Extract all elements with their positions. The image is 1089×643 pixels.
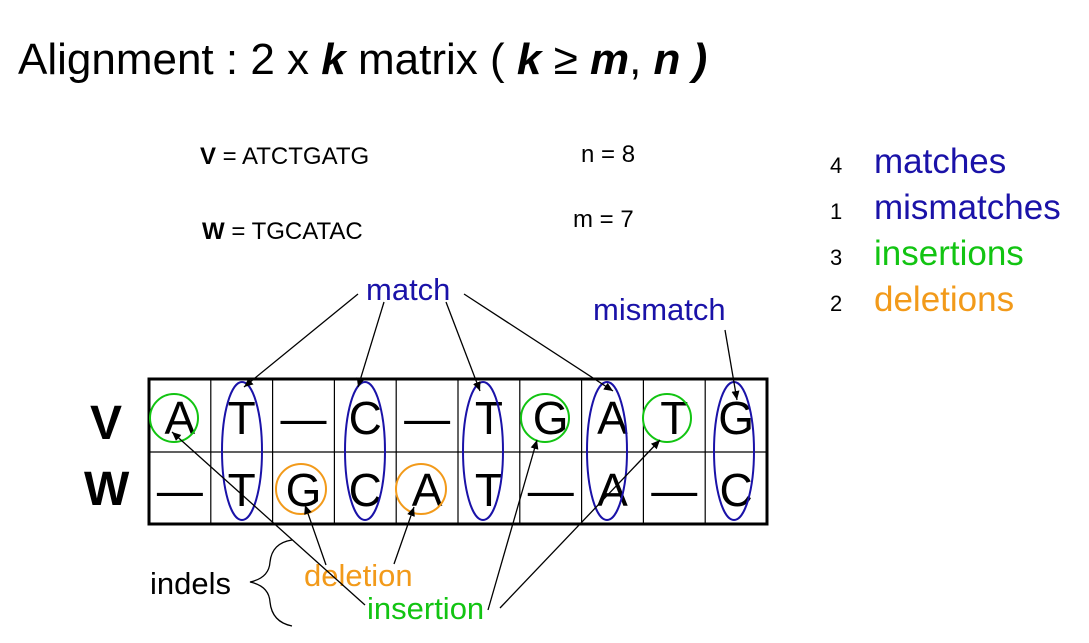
title-close: ) xyxy=(680,35,708,84)
match-ellipse-c xyxy=(344,381,386,521)
match-arrow-1 xyxy=(243,293,359,388)
stat-label: mismatches xyxy=(874,188,1061,227)
stat-count: 4 xyxy=(830,153,843,178)
v-row-cell: A xyxy=(597,392,628,444)
stat-label: insertions xyxy=(874,234,1024,273)
stat-count: 1 xyxy=(830,199,843,224)
v-seq-value: = ATCTGATG xyxy=(216,143,370,170)
deletion-arrow-2 xyxy=(393,506,415,565)
stat-mismatches: 1 mismatches xyxy=(830,188,1061,234)
w-sequence: W = TGCATAC xyxy=(202,217,363,247)
title-prefix: Alignment : 2 x xyxy=(18,35,322,84)
match-arrow-2 xyxy=(356,301,385,388)
insertion-circle-t xyxy=(642,393,692,443)
v-row-cell: C xyxy=(349,392,382,444)
insertion-circle-g xyxy=(520,393,570,443)
deletion-arrow-1 xyxy=(304,504,327,566)
v-row-cell: G xyxy=(718,392,754,444)
title-m: m xyxy=(589,35,630,84)
w-seq-name: W xyxy=(202,218,225,245)
match-ellipse-t2 xyxy=(462,381,504,521)
insertion-arrow-1 xyxy=(171,431,366,606)
v-row-cell: — xyxy=(281,392,327,444)
insertion-arrow-3 xyxy=(499,439,661,609)
stat-matches: 4 matches xyxy=(830,142,1006,188)
indels-brace xyxy=(249,539,293,627)
row-label-w: W xyxy=(84,463,130,516)
v-row-cell: T xyxy=(228,392,256,444)
title-n: n xyxy=(653,35,681,84)
w-row: —TGCAT—A—C xyxy=(157,464,753,516)
stat-label: deletions xyxy=(874,280,1015,319)
v-row-cell: T xyxy=(475,392,503,444)
stat-label: matches xyxy=(874,142,1007,181)
n-length: n = 8 xyxy=(581,141,636,168)
deletion-circle-a xyxy=(395,463,447,515)
v-row-cell: G xyxy=(533,392,569,444)
row-label-v: V xyxy=(90,397,123,450)
w-row-cell: C xyxy=(719,464,752,516)
title-comma: , xyxy=(629,35,654,84)
w-row-cell: — xyxy=(157,464,203,516)
insertion-circle-a xyxy=(149,393,199,443)
match-arrow-4 xyxy=(463,293,614,392)
stat-deletions: 2 deletions xyxy=(830,280,1014,326)
w-seq-value: = TGCATAC xyxy=(224,218,363,245)
mismatch-arrow xyxy=(724,329,740,401)
deletion-circle-g xyxy=(275,463,327,515)
match-ellipse-a xyxy=(586,381,628,521)
title-middle: matrix ( xyxy=(345,35,517,84)
v-seq-name: V xyxy=(200,143,217,170)
match-label: match xyxy=(366,272,451,307)
w-row-cell: — xyxy=(651,464,697,516)
v-row-cell: — xyxy=(404,392,450,444)
v-sequence: V = ATCTGATG xyxy=(200,142,369,172)
w-row-cell: G xyxy=(286,464,322,516)
m-length: m = 7 xyxy=(573,206,634,233)
w-row-cell: T xyxy=(228,464,256,516)
stat-count: 3 xyxy=(830,245,843,270)
indels-label: indels xyxy=(150,566,231,601)
mismatch-label: mismatch xyxy=(593,292,726,327)
title-k: k xyxy=(321,35,346,84)
match-ellipse-t xyxy=(221,381,263,521)
stat-insertions: 3 insertions xyxy=(830,234,1024,280)
title-k-second: k xyxy=(516,35,542,84)
v-row: A T — C — T G A T G xyxy=(165,392,754,444)
insertion-label: insertion xyxy=(367,591,485,626)
w-row-cell: T xyxy=(475,464,503,516)
stat-count: 2 xyxy=(830,291,843,316)
match-arrow-3 xyxy=(445,301,481,392)
title-geq: ≥ xyxy=(541,35,590,84)
slide-title: Alignment : 2 x k matrix ( k ≥ m, n ) xyxy=(18,30,707,90)
w-row-cell: — xyxy=(528,464,574,516)
insertion-arrow-2 xyxy=(487,439,539,611)
